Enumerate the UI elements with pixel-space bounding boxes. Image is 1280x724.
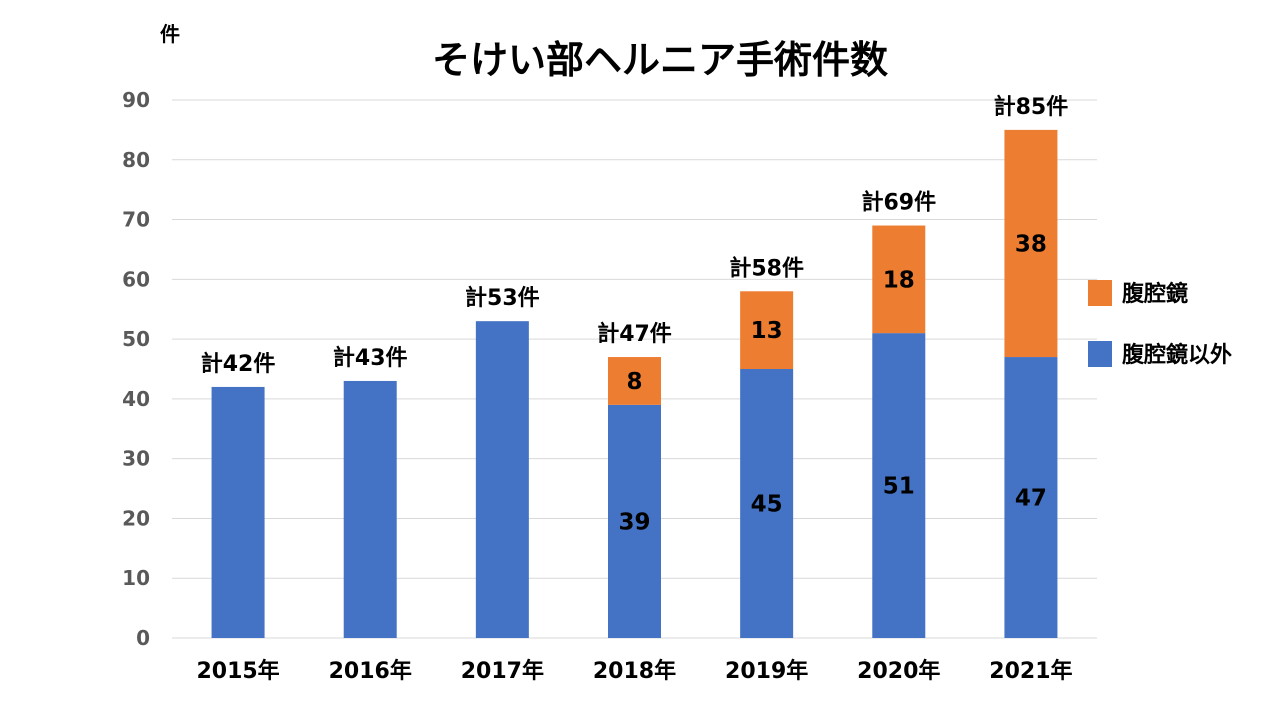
y-tick-label: 80 [122, 148, 150, 172]
total-label: 計43件 [333, 345, 408, 371]
segment-value-label: 18 [883, 267, 915, 293]
bar-segment-non-laparoscopic [608, 404, 661, 638]
legend-label-laparoscopic: 腹腔鏡 [1122, 281, 1188, 307]
total-label: 計85件 [994, 94, 1069, 120]
bar-segment-laparoscopic [872, 225, 926, 334]
y-tick-label: 10 [122, 566, 150, 590]
x-category-label: 2019年 [725, 658, 808, 684]
legend-swatch-laparoscopic [1088, 280, 1112, 306]
segment-value-label: 13 [751, 318, 783, 344]
bar-segment-laparoscopic [740, 291, 794, 369]
y-tick-label: 30 [122, 447, 150, 471]
segment-value-label: 51 [883, 474, 915, 500]
total-label: 計58件 [729, 255, 804, 281]
segment-value-label: 39 [618, 509, 650, 535]
total-label: 計42件 [201, 351, 276, 377]
segment-value-label: 38 [1015, 231, 1047, 257]
bar-segment-non-laparoscopic [740, 369, 794, 638]
y-axis-unit-label: 件 [160, 22, 180, 46]
y-tick-label: 20 [122, 506, 150, 530]
total-label: 計69件 [861, 190, 936, 216]
bars [211, 129, 1058, 638]
legend-swatch-non-laparoscopic [1088, 341, 1112, 367]
y-tick-label: 70 [122, 208, 150, 232]
bar-segment-non-laparoscopic [343, 380, 397, 638]
x-category-label: 2015年 [196, 658, 279, 684]
bar-segment-non-laparoscopic [1004, 357, 1058, 638]
y-tick-label: 50 [122, 327, 150, 351]
x-category-label: 2018年 [593, 658, 676, 684]
segment-value-label: 47 [1015, 486, 1047, 512]
x-category-label: 2020年 [857, 658, 940, 684]
y-tick-label: 40 [122, 387, 150, 411]
x-category-label: 2017年 [461, 658, 544, 684]
x-category-label: 2021年 [989, 658, 1072, 684]
legend-label-non-laparoscopic: 腹腔鏡以外 [1122, 342, 1232, 368]
bar-segment-laparoscopic [1004, 129, 1058, 358]
bar-segment-non-laparoscopic [872, 333, 926, 638]
chart-title: そけい部ヘルニア手術件数 [432, 38, 888, 82]
y-tick-label: 90 [122, 88, 150, 112]
bar-segment-non-laparoscopic [475, 321, 529, 638]
segment-value-label: 8 [626, 369, 642, 395]
y-tick-label: 0 [136, 626, 150, 650]
labels: 0 10 20 30 40 50 60 70 80 90 計42件 2015年 計43件 2016年 計53… [122, 88, 1072, 684]
bar-segment-laparoscopic [608, 357, 661, 405]
x-category-label: 2016年 [329, 658, 412, 684]
segment-value-label: 45 [751, 492, 783, 518]
y-tick-label: 60 [122, 267, 150, 291]
bar-segment-non-laparoscopic [211, 386, 265, 638]
total-label: 計47件 [597, 321, 672, 347]
total-label: 計53件 [465, 285, 540, 311]
